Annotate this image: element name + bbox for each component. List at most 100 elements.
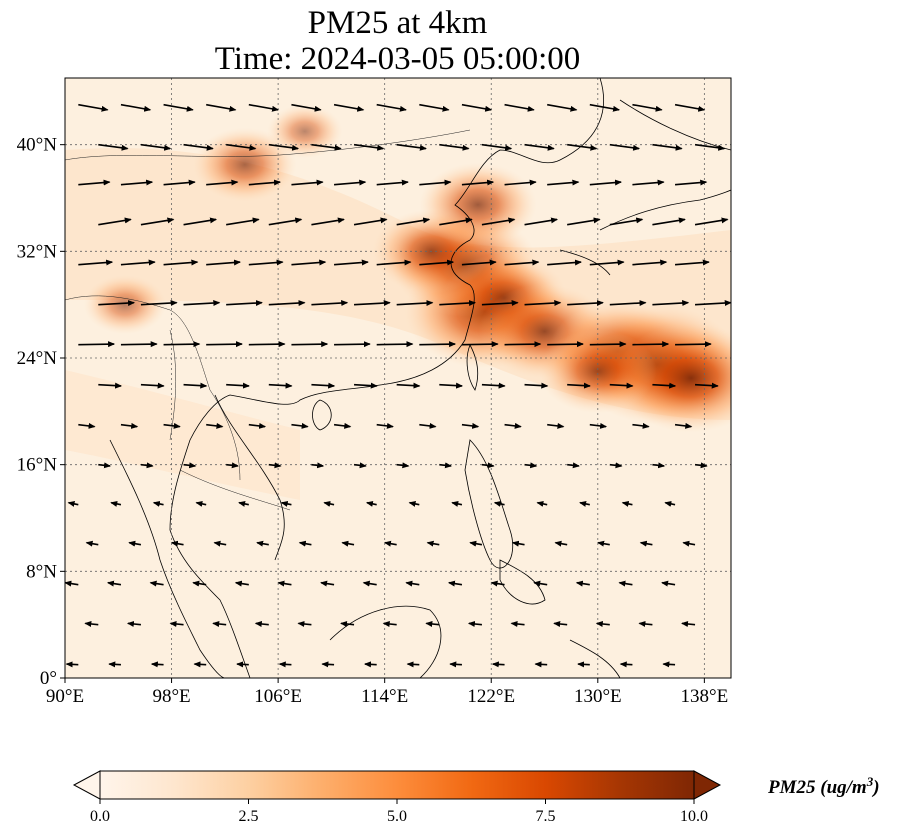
wind-arrow <box>140 300 178 307</box>
wind-arrow <box>439 217 473 226</box>
wind-arrow <box>206 103 237 112</box>
wind-arrow <box>524 143 555 151</box>
wind-arrow <box>268 462 282 469</box>
wind-arrow <box>334 341 371 348</box>
wind-arrow <box>491 661 505 668</box>
wind-arrow <box>510 620 525 627</box>
wind-arrow <box>149 580 164 587</box>
wind-arrow <box>376 422 394 429</box>
wind-arrow <box>589 103 621 112</box>
wind-arrow <box>226 143 257 151</box>
wind-arrow <box>363 661 377 668</box>
border-3 <box>209 389 241 481</box>
wind-arrow <box>674 422 693 429</box>
wind-vectors <box>65 103 731 668</box>
wind-arrow <box>524 382 549 389</box>
wind-arrow <box>662 661 676 668</box>
wind-arrow <box>618 580 633 587</box>
wind-arrow <box>110 500 122 507</box>
wind-arrow <box>256 540 269 547</box>
wind-arrow <box>78 259 114 266</box>
wind-arrow <box>547 103 578 112</box>
border-5 <box>65 129 471 161</box>
wind-arrow <box>419 422 437 429</box>
wind-arrow <box>248 259 284 266</box>
wind-arrow <box>396 382 421 389</box>
wind-arrow <box>577 661 590 668</box>
wind-arrow <box>376 341 414 348</box>
wind-arrow <box>126 620 142 627</box>
wind-arrow <box>376 259 412 266</box>
wind-arrow <box>163 259 199 266</box>
y-tick-label: 40°N <box>17 135 58 156</box>
wind-arrow <box>681 620 696 627</box>
wind-arrow <box>311 143 342 151</box>
map-frame <box>64 77 732 679</box>
malay-peninsula <box>109 439 226 678</box>
philippines-mindanao <box>499 559 546 605</box>
border-4 <box>179 469 291 511</box>
wind-arrow <box>547 422 565 429</box>
wind-arrow <box>439 462 452 469</box>
wind-arrow <box>652 300 690 307</box>
wind-arrow <box>396 300 434 307</box>
wind-arrow <box>140 143 172 151</box>
pm25-hotspot <box>266 104 343 159</box>
wind-arrow <box>206 422 224 429</box>
wind-arrow <box>98 217 132 226</box>
colorbar-max-extend <box>693 770 722 800</box>
wind-arrow <box>238 500 249 507</box>
pm25-hotspot <box>83 275 167 335</box>
wind-arrow <box>481 300 519 307</box>
y-axis-ticks: 0° 8°N 16°N 24°N 32°N 40°N <box>17 135 65 689</box>
wind-arrow <box>78 103 109 112</box>
wind-arrow <box>694 462 708 469</box>
wind-arrow <box>333 179 367 186</box>
wind-arrow <box>291 179 324 186</box>
wind-arrow <box>511 540 525 547</box>
wind-arrow <box>170 540 184 547</box>
wind-arrow <box>504 179 537 186</box>
wind-arrow <box>524 300 562 307</box>
wind-arrow <box>341 540 355 547</box>
wind-arrow <box>405 580 420 587</box>
wind-arrow <box>632 259 668 266</box>
x-tick-label: 138°E <box>681 686 729 707</box>
wind-arrow <box>652 462 666 469</box>
wind-arrow <box>212 620 227 627</box>
wind-arrow <box>334 259 369 266</box>
wind-arrow <box>694 382 719 389</box>
wind-arrow <box>169 620 184 627</box>
colorbar-tick-label: 2.5 <box>239 808 259 825</box>
wind-arrow <box>195 500 207 507</box>
wind-arrow <box>575 580 590 587</box>
wind-arrow <box>85 540 99 547</box>
wind-arrow <box>451 500 463 507</box>
wind-arrow <box>376 103 407 112</box>
x-tick-label: 98°E <box>152 686 190 707</box>
wind-arrow <box>226 300 263 307</box>
wind-arrow <box>638 620 653 627</box>
wind-arrow <box>382 620 397 627</box>
wind-arrow <box>65 661 79 668</box>
wind-arrow <box>547 259 582 266</box>
wind-arrow <box>481 143 513 151</box>
wind-arrow <box>567 382 591 389</box>
wind-arrow <box>183 382 208 389</box>
wind-arrow <box>621 500 633 507</box>
wind-arrow <box>652 143 683 151</box>
wind-arrow <box>504 103 535 112</box>
borneo <box>329 605 442 678</box>
wind-arrow <box>311 382 336 389</box>
wind-arrow <box>278 661 292 668</box>
colorbar-label: PM25 (ug/m3) <box>767 774 880 798</box>
wind-arrow <box>353 143 385 151</box>
mainland-coast <box>169 78 731 678</box>
wind-arrow <box>291 103 322 112</box>
wind-arrow <box>694 300 731 307</box>
wind-arrow <box>78 422 96 429</box>
colorbar-min-extend <box>72 770 101 800</box>
wind-arrow <box>664 500 676 507</box>
wind-arrow <box>595 620 610 627</box>
wind-arrow <box>609 143 641 151</box>
